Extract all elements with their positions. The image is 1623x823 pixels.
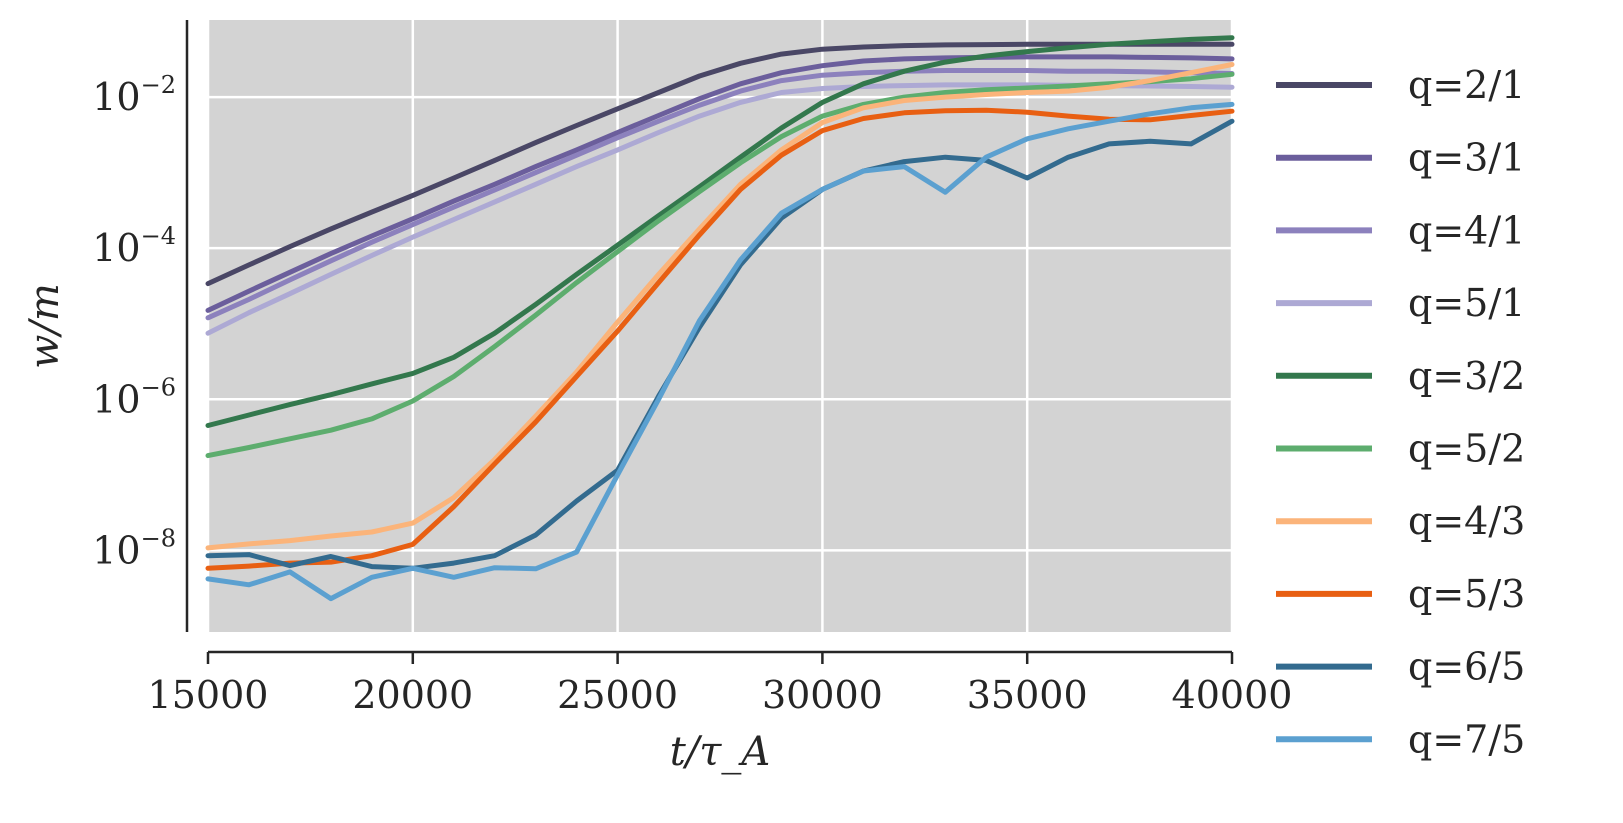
x-tick-label: 35000 [967, 673, 1088, 717]
x-tick-label: 25000 [557, 673, 678, 717]
series-line-9 [205, 118, 1235, 571]
series-line-8 [205, 107, 1235, 571]
series-line-5 [205, 35, 1235, 428]
legend-label: q=2/1 [1408, 63, 1525, 107]
series-line-1 [205, 41, 1235, 287]
legend: q=2/1 q=3/1 q=4/1 q=5/1 q=3/2 q=5/2 q=4/3 q=5/3… [1276, 63, 1525, 761]
y-tick-label: 10−4 [92, 222, 176, 270]
series-line-7 [205, 62, 1235, 551]
y-tick-label: 10−6 [92, 373, 176, 421]
y-tick-label: 10−8 [92, 524, 176, 572]
y-tick-label: 10−2 [92, 71, 176, 119]
series-line-2 [205, 54, 1235, 313]
x-axis-label: t/τ_A [670, 729, 771, 775]
series-line-3 [205, 68, 1235, 321]
x-tick-label: 15000 [148, 673, 269, 717]
axes [185, 20, 1232, 654]
y-ticks: 10−2 10−4 10−6 10−8 [92, 71, 176, 572]
legend-label: q=6/5 [1408, 645, 1525, 689]
x-tick-label: 40000 [1172, 673, 1293, 717]
x-tick-label: 30000 [762, 673, 883, 717]
series-line-6 [205, 71, 1235, 459]
legend-label: q=3/2 [1408, 354, 1525, 398]
x-ticks: 15000 20000 25000 30000 35000 40000 [148, 652, 1293, 717]
legend-label: q=5/3 [1408, 572, 1525, 616]
series-lines [205, 35, 1235, 602]
legend-label: q=7/5 [1408, 717, 1525, 761]
y-axis-label: w/m [22, 283, 68, 369]
x-tick-label: 20000 [352, 673, 473, 717]
legend-label: q=5/1 [1408, 281, 1525, 325]
series-line-10 [205, 101, 1235, 602]
legend-label: q=3/1 [1408, 136, 1525, 180]
legend-label: q=4/1 [1408, 208, 1525, 252]
legend-label: q=5/2 [1408, 427, 1525, 471]
legend-label: q=4/3 [1408, 499, 1525, 543]
